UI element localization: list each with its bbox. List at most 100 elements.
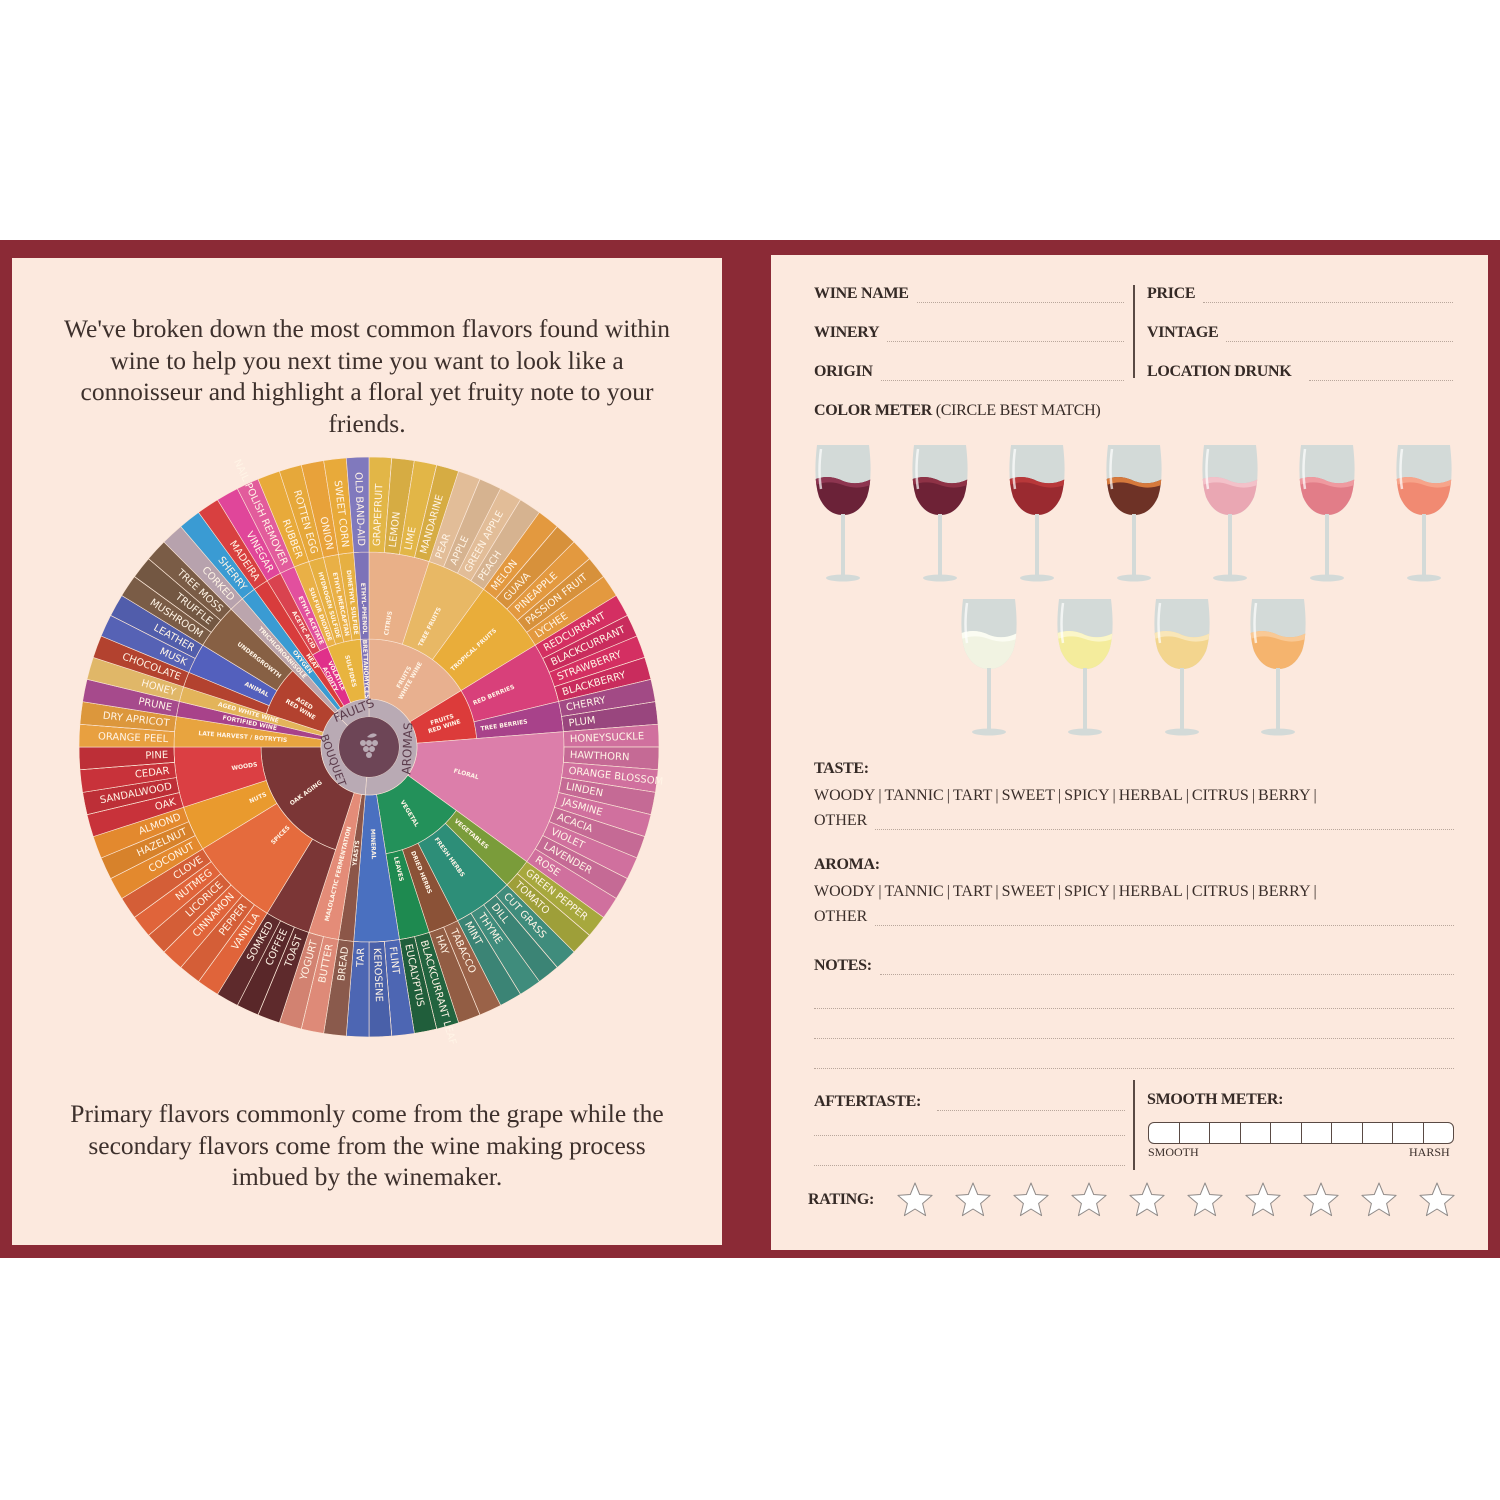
star-icon[interactable] [1127,1181,1167,1219]
notes-line[interactable] [814,995,1454,1009]
option-tart[interactable]: TART [952,787,993,804]
option-woody[interactable]: WOODY [814,883,876,900]
glass-highlight [1109,448,1114,490]
smooth-meter-cell[interactable] [1424,1123,1454,1143]
wheel-label-ethyl-phenol: ETHYL-PHENOL [359,583,368,635]
location-field[interactable]: LOCATION DRUNK [1147,361,1453,381]
aroma-other-line[interactable] [875,912,1454,926]
wine-glass-7[interactable] [957,595,1021,740]
star-icon[interactable] [895,1181,935,1219]
vintage-label: VINTAGE [1147,324,1219,341]
option-tart[interactable]: TART [952,883,993,900]
origin-line[interactable] [880,367,1124,381]
vintage-line[interactable] [1226,328,1453,342]
wheel-leaf-label-cedar: CEDAR [134,766,170,781]
aftertaste-field[interactable]: AFTERTASTE: [814,1091,1125,1111]
option-woody[interactable]: WOODY [814,787,876,804]
wine-glass-3[interactable] [1102,441,1166,586]
taste-other-line[interactable] [875,816,1454,830]
winery-field[interactable]: WINERY [814,322,1124,342]
color-meter-heading: COLOR METER (CIRCLE BEST MATCH) [814,402,1101,420]
wine-glass-2[interactable] [1005,441,1069,586]
location-line[interactable] [1309,367,1453,381]
taste-other-field[interactable]: OTHER [814,810,1454,830]
smooth-meter-cell[interactable] [1302,1123,1332,1143]
option-spicy[interactable]: SPICY [1064,883,1110,900]
notes-line[interactable] [814,1025,1454,1039]
wine-name-line[interactable] [916,289,1124,303]
taste-label: TASTE: [814,760,869,777]
option-herbal[interactable]: HERBAL [1118,883,1183,900]
smooth-meter-cell[interactable] [1363,1123,1393,1143]
star-icon[interactable] [1069,1181,1109,1219]
star-icon[interactable] [1359,1181,1399,1219]
wine-glass-9[interactable] [1150,595,1214,740]
glass-base [1213,574,1247,582]
smooth-meter-cell[interactable] [1271,1123,1302,1143]
header-divider [1133,285,1135,378]
aftertaste-line[interactable] [814,1152,1125,1166]
wheel-leaf-old-band-aid [345,456,370,553]
notes-line[interactable] [879,961,1454,975]
glass-base [1407,574,1441,582]
price-field[interactable]: PRICE [1147,283,1453,303]
option-berry[interactable]: BERRY [1258,787,1311,804]
glass-stem [987,668,991,730]
glass-highlight [1012,448,1017,490]
smooth-meter-cell[interactable] [1210,1123,1241,1143]
wheel-leaf-label-flint: FLINT [387,946,401,976]
option-sweet[interactable]: SWEET [1001,883,1055,900]
wheel-leaf-label-lime: LIME [403,526,418,551]
option-citrus[interactable]: CITRUS [1191,787,1249,804]
star-icon[interactable] [1185,1181,1225,1219]
glass-stem [1325,514,1329,576]
vintage-field[interactable]: VINTAGE [1147,322,1453,342]
star-icon[interactable] [1011,1181,1051,1219]
wine-name-field[interactable]: WINE NAME [814,283,1124,303]
glass-stem [1422,514,1426,576]
star-icon[interactable] [1417,1181,1457,1219]
separator: | [1057,787,1062,804]
star-icon[interactable] [1301,1181,1341,1219]
glass-highlight [1060,602,1065,644]
notes-field[interactable]: NOTES: [814,955,1454,975]
option-herbal[interactable]: HERBAL [1118,787,1183,804]
wine-glass-4[interactable] [1198,441,1262,586]
wine-surface [1299,477,1355,488]
wine-glass-1[interactable] [908,441,972,586]
star-icon[interactable] [1243,1181,1283,1219]
aftertaste-line[interactable] [814,1122,1125,1136]
price-line[interactable] [1203,289,1453,303]
option-citrus[interactable]: CITRUS [1191,883,1249,900]
winery-line[interactable] [887,328,1124,342]
star-icon[interactable] [953,1181,993,1219]
wine-surface [1250,631,1306,642]
aftertaste-line[interactable] [936,1097,1125,1111]
smooth-meter-cell[interactable] [1180,1123,1210,1143]
aroma-other-field[interactable]: OTHER [814,906,1454,926]
wine-surface [1396,477,1452,488]
smooth-meter-cell[interactable] [1332,1123,1363,1143]
color-meter-label: COLOR METER [814,402,933,419]
wine-glass-10[interactable] [1246,595,1310,740]
separator: | [1313,883,1317,900]
smooth-meter-cell[interactable] [1241,1123,1271,1143]
smooth-meter-bar[interactable] [1148,1122,1454,1144]
smooth-meter-cell[interactable] [1393,1123,1424,1143]
separator: | [946,787,950,804]
wine-glass-0[interactable] [811,441,875,586]
wheel-leaf-label-old-band-aid: OLD BAND-AID [352,472,366,547]
wine-glass-5[interactable] [1295,441,1359,586]
option-sweet[interactable]: SWEET [1001,787,1055,804]
option-tannic[interactable]: TANNIC [884,787,944,804]
option-tannic[interactable]: TANNIC [884,883,944,900]
wine-glass-8[interactable] [1053,595,1117,740]
notes-line[interactable] [814,1055,1454,1069]
separator: | [946,883,950,900]
option-spicy[interactable]: SPICY [1064,787,1110,804]
wine-glass-6[interactable] [1392,441,1456,586]
wine-name-label: WINE NAME [814,285,909,302]
origin-field[interactable]: ORIGIN [814,361,1124,381]
option-berry[interactable]: BERRY [1258,883,1311,900]
smooth-meter-cell[interactable] [1149,1123,1180,1143]
